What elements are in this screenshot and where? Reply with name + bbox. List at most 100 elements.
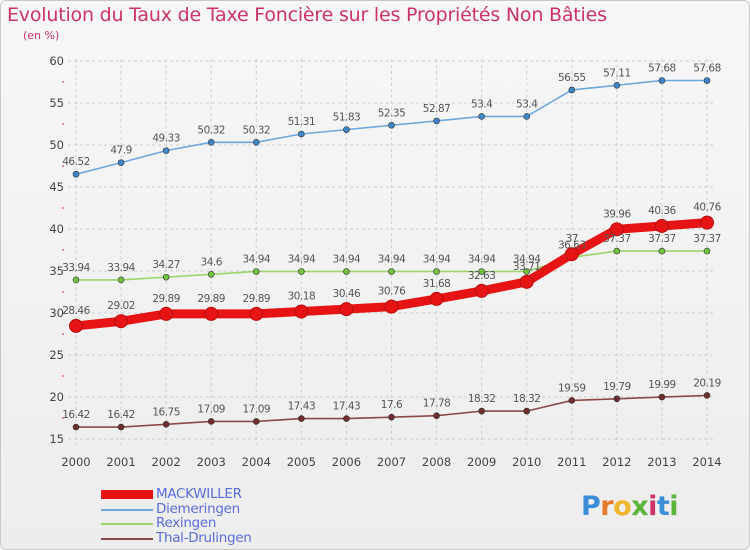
data-label: 34.94 xyxy=(378,254,406,266)
y-tick-label: 40 xyxy=(49,222,64,236)
data-label: 28.46 xyxy=(62,305,90,317)
data-label: 33.94 xyxy=(62,262,90,274)
data-point xyxy=(162,147,170,154)
data-label: 20.19 xyxy=(693,377,721,389)
legend-swatch xyxy=(101,523,153,525)
data-label: 56.55 xyxy=(558,72,586,84)
data-point xyxy=(72,423,80,431)
data-point xyxy=(703,247,711,255)
data-point xyxy=(658,247,666,255)
data-point xyxy=(343,126,350,133)
x-tick-label: 2004 xyxy=(242,455,271,469)
data-point xyxy=(159,306,174,321)
data-label: 29.89 xyxy=(197,293,225,305)
data-label: 16.42 xyxy=(62,409,90,421)
data-point xyxy=(703,392,711,399)
data-label: 34.94 xyxy=(423,254,451,266)
data-label: 40.76 xyxy=(693,202,721,214)
data-label: 16.42 xyxy=(107,409,135,421)
y-tick-label: 50 xyxy=(49,138,64,152)
data-point xyxy=(388,413,395,421)
data-point xyxy=(658,77,666,84)
data-point xyxy=(117,159,125,166)
y-tick-label: 20 xyxy=(49,390,64,404)
data-point xyxy=(72,276,80,284)
data-point xyxy=(343,268,350,275)
legend-label: Rexingen xyxy=(156,515,217,531)
data-label: 50.32 xyxy=(243,124,271,136)
data-label: 34.94 xyxy=(513,254,541,266)
logo-letter: t xyxy=(656,491,670,522)
data-label: 30.18 xyxy=(288,290,316,302)
logo-letter: o xyxy=(613,491,632,522)
data-label: 50.32 xyxy=(197,124,225,136)
data-point xyxy=(478,113,485,120)
data-label: 34.94 xyxy=(288,254,316,266)
data-point xyxy=(388,268,395,275)
data-point xyxy=(658,393,666,401)
data-point xyxy=(654,218,669,233)
data-label: 19.99 xyxy=(648,379,676,391)
data-label: 18.32 xyxy=(513,393,541,405)
data-point xyxy=(117,276,125,284)
data-label: 53.4 xyxy=(516,98,538,110)
x-tick-label: 2008 xyxy=(422,455,451,469)
data-point xyxy=(613,247,621,255)
x-tick-label: 2013 xyxy=(647,455,676,469)
x-tick-label: 2005 xyxy=(287,455,316,469)
data-label: 19.59 xyxy=(558,382,586,394)
data-label: 18.32 xyxy=(468,393,496,405)
data-point xyxy=(523,407,531,415)
data-label: 52.87 xyxy=(423,103,451,115)
data-label: 29.02 xyxy=(107,300,135,312)
data-label: 30.76 xyxy=(378,286,406,298)
y-tick-label: 55 xyxy=(49,96,64,110)
data-label: 34.6 xyxy=(201,256,223,268)
data-label: 31.68 xyxy=(423,278,451,290)
data-label: 17.09 xyxy=(243,403,271,415)
data-point xyxy=(294,304,309,319)
data-label: 40.36 xyxy=(648,205,676,217)
data-label: 32.63 xyxy=(468,270,496,282)
data-label: 17.78 xyxy=(423,398,451,410)
logo-letter: i xyxy=(648,491,657,522)
data-point xyxy=(384,299,399,314)
legend-swatch xyxy=(101,537,153,540)
data-point xyxy=(162,420,170,428)
legend-swatch xyxy=(101,508,153,511)
data-point xyxy=(519,274,534,289)
data-label: 33.71 xyxy=(513,261,541,273)
data-label: 37.37 xyxy=(603,233,631,245)
data-label: 17.09 xyxy=(197,403,225,415)
data-point xyxy=(72,170,80,178)
x-tick-label: 2000 xyxy=(61,455,90,469)
data-point xyxy=(700,215,714,230)
data-label: 37.37 xyxy=(693,233,721,245)
logo-letter: r xyxy=(600,491,614,522)
data-label: 29.89 xyxy=(152,293,180,305)
logo-letter: P xyxy=(581,491,601,522)
data-label: 17.43 xyxy=(333,401,361,413)
data-label: 36.63 xyxy=(558,239,586,251)
chart-title: Evolution du Taux de Taxe Foncière sur l… xyxy=(7,4,607,26)
data-label: 52.35 xyxy=(378,107,406,119)
data-point xyxy=(339,302,354,317)
unit-label: (en %) xyxy=(23,29,60,42)
data-label: 34.94 xyxy=(468,254,496,266)
data-label: 19.79 xyxy=(603,381,631,393)
data-point xyxy=(433,268,440,275)
data-point xyxy=(613,395,621,403)
x-tick-label: 2002 xyxy=(152,455,181,469)
x-tick-label: 2010 xyxy=(512,455,541,469)
data-point xyxy=(478,407,485,415)
y-tick-label: 30 xyxy=(49,306,64,320)
data-label: 34.94 xyxy=(333,254,361,266)
data-label: 30.46 xyxy=(333,288,361,300)
data-label: 34.94 xyxy=(243,254,271,266)
x-tick-label: 2003 xyxy=(197,455,226,469)
y-tick-label: 45 xyxy=(49,180,64,194)
data-point xyxy=(388,121,395,129)
x-tick-label: 2001 xyxy=(106,455,135,469)
data-label: 16.75 xyxy=(152,406,180,418)
